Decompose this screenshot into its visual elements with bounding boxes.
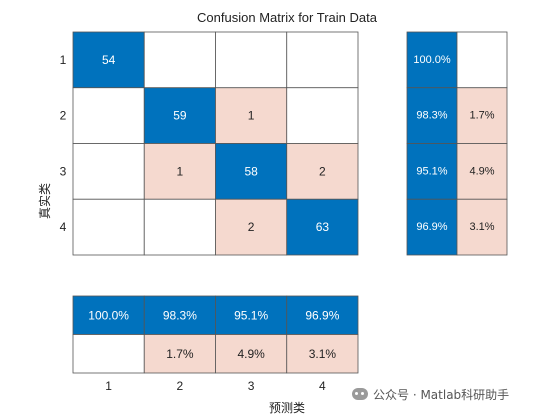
- matrix-cell-value: 58: [244, 164, 258, 178]
- column-summary-correct-value: 100.0%: [88, 308, 129, 322]
- row-summary-correct-value: 98.3%: [416, 110, 447, 122]
- row-summary-correct-cell: [406, 143, 458, 200]
- column-tick-labels: 1 2 3 4: [105, 379, 326, 393]
- matrix-cell: [72, 143, 145, 200]
- column-summary-correct-cell: [143, 295, 216, 335]
- y-axis-label: 真实类: [37, 183, 52, 219]
- watermark-text: 公众号 · Matlab科研助手: [373, 388, 510, 402]
- matrix-cell-value: 63: [316, 220, 330, 234]
- matrix-cell-value: 1: [177, 164, 184, 178]
- column-summary-incorrect-cell: [72, 334, 145, 374]
- column-summary-incorrect-cell: [143, 334, 216, 374]
- column-summary-matrix: 100.0% 98.3% 1.7% 95.1% 4.9% 96.9% 3.1%: [72, 295, 359, 374]
- watermark: 公众号 · Matlab科研助手: [352, 386, 509, 403]
- main-matrix: 54 59 1 1 58 2 2 63: [72, 31, 359, 256]
- matrix-cell: [286, 143, 359, 200]
- matrix-cell-value: 1: [248, 109, 255, 123]
- wechat-icon: [352, 388, 368, 400]
- row-summary-incorrect-cell: [456, 198, 508, 256]
- row-summary-incorrect-cell: [456, 87, 508, 144]
- column-summary-incorrect-cell: [215, 334, 288, 374]
- matrix-cell: [143, 31, 216, 89]
- matrix-cell: [143, 198, 216, 256]
- row-tick-label: 4: [60, 220, 67, 234]
- row-tick-label: 1: [60, 53, 67, 67]
- row-tick-label: 3: [60, 164, 67, 178]
- matrix-cell-value: 59: [173, 109, 187, 123]
- matrix-cell: [143, 87, 216, 144]
- row-summary-correct-cell: [406, 87, 458, 144]
- matrix-cell: [286, 87, 359, 144]
- matrix-cell-value: 2: [248, 220, 255, 234]
- matrix-cell: [215, 198, 288, 256]
- row-summary-incorrect-value: 1.7%: [469, 110, 494, 122]
- row-summary-correct-cell: [406, 198, 458, 256]
- row-tick-label: 2: [60, 109, 67, 123]
- column-summary-correct-cell: [72, 295, 145, 335]
- matrix-cell: [215, 31, 288, 89]
- row-tick-labels: 1 2 3 4: [60, 53, 67, 234]
- row-summary-incorrect-value: 4.9%: [469, 165, 494, 177]
- matrix-cell-value: 2: [319, 164, 326, 178]
- column-summary-incorrect-value: 4.9%: [237, 347, 265, 361]
- row-summary-correct-value: 95.1%: [416, 165, 447, 177]
- column-summary-incorrect-value: 1.7%: [166, 347, 194, 361]
- x-axis-label: 预测类: [269, 401, 305, 415]
- matrix-cell: [72, 31, 145, 89]
- row-summary-incorrect-value: 3.1%: [469, 221, 494, 233]
- column-summary-incorrect-value: 3.1%: [309, 347, 337, 361]
- row-summary-incorrect-cell: [456, 31, 508, 89]
- matrix-cell-value: 54: [102, 53, 116, 67]
- matrix-cell: [215, 87, 288, 144]
- column-tick-label: 3: [248, 379, 255, 393]
- matrix-cell: [215, 143, 288, 200]
- column-summary-correct-cell: [286, 295, 359, 335]
- matrix-cell: [286, 198, 359, 256]
- column-summary-correct-value: 95.1%: [234, 308, 268, 322]
- matrix-cell: [72, 198, 145, 256]
- matrix-cell: [143, 143, 216, 200]
- matrix-cell: [72, 87, 145, 144]
- column-tick-label: 2: [177, 379, 184, 393]
- row-summary-correct-value: 96.9%: [416, 221, 447, 233]
- row-summary-matrix: 100.0% 98.3% 1.7% 95.1% 4.9% 96.9% 3.1%: [406, 31, 508, 256]
- row-summary-correct-value: 100.0%: [413, 54, 451, 66]
- column-tick-label: 1: [105, 379, 112, 393]
- column-summary-correct-value: 96.9%: [305, 308, 339, 322]
- column-summary-incorrect-cell: [286, 334, 359, 374]
- matrix-cell: [286, 31, 359, 89]
- chart-title: Confusion Matrix for Train Data: [197, 10, 378, 25]
- column-summary-correct-cell: [215, 295, 288, 335]
- column-tick-label: 4: [319, 379, 326, 393]
- column-summary-correct-value: 98.3%: [163, 308, 197, 322]
